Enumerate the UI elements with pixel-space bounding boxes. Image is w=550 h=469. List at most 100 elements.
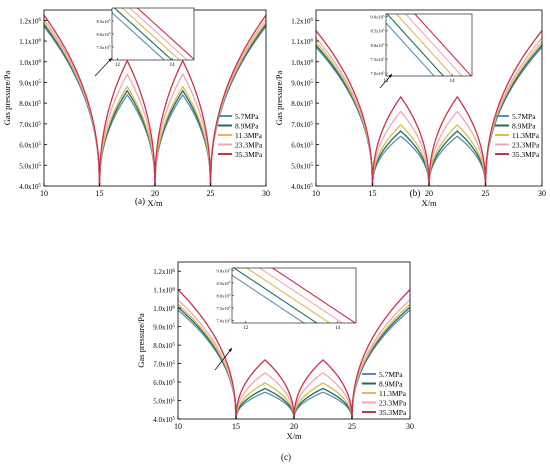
x-tick-label: 15 (232, 422, 240, 431)
y-tick-label: 4.0x105 (19, 183, 41, 191)
inset-series-line-23.3MPa (128, 8, 188, 60)
y-tick-label-exponent: 5 (173, 417, 176, 422)
y-tick-label: 6.0x105 (153, 379, 175, 387)
y-tick-label-mantissa: 7.0x10 (291, 121, 311, 129)
y-tick-label-mantissa: 1.2x10 (291, 17, 311, 25)
y-tick-label-exponent: 5 (311, 121, 314, 126)
inset-y-tick-label: 7.5x105 (217, 305, 231, 311)
y-tick-label: 5.0x105 (291, 162, 313, 170)
x-tick-label: 10 (312, 189, 320, 198)
y-tick-label-exponent: 6 (39, 18, 42, 23)
y-tick-label-exponent: 6 (311, 59, 314, 64)
legend-label: 11.3MPa (235, 131, 263, 140)
y-tick-label-exponent: 5 (39, 142, 42, 147)
y-tick-label-exponent: 6 (39, 39, 42, 44)
inset-y-tick-label: 8.0x105 (97, 31, 111, 37)
y-tick-label-mantissa: 5.0x10 (153, 398, 173, 406)
y-tick-label-mantissa: 1.1x10 (153, 287, 173, 295)
y-tick-label-exponent: 6 (39, 59, 42, 64)
y-tick-label-mantissa: 4.0x10 (291, 183, 311, 191)
y-tick-label-mantissa: 6.0x10 (291, 142, 311, 150)
legend-label: 8.9MPa (512, 122, 536, 131)
y-tick-label-exponent: 5 (39, 163, 42, 168)
inset-y-tick-label: 7.5x105 (97, 44, 111, 50)
inset-y-tick-label-mantissa: 9.0x10 (371, 15, 384, 20)
y-tick-label-exponent: 5 (39, 101, 42, 106)
inset-y-tick-label-mantissa: 8.5x10 (217, 281, 230, 286)
y-tick-label-mantissa: 9.0x10 (19, 79, 39, 87)
x-axis-label: X/m (147, 198, 163, 208)
inset-series-line-23.3MPa (404, 14, 463, 76)
inset-series-line-5.7MPa (386, 22, 435, 76)
inset-y-tick-label-mantissa: 8.0x10 (217, 293, 230, 298)
inset-pointer-line (214, 347, 233, 371)
y-tick-label: 1.2x106 (153, 268, 175, 276)
inset-y-tick-label: 9.0x105 (371, 14, 385, 20)
inset-y-tick-label: 8.5x105 (217, 280, 231, 286)
inset-y-tick-label-exponent: 5 (109, 18, 111, 22)
y-tick-label-mantissa: 7.0x10 (153, 361, 173, 369)
inset-y-tick-label-exponent: 5 (229, 305, 231, 309)
legend-label: 5.7MPa (379, 370, 403, 379)
y-tick-label: 1.2x106 (19, 17, 41, 25)
inset-y-tick-label-mantissa: 9.0x10 (217, 268, 230, 273)
x-axis-label: X/m (286, 431, 302, 441)
y-tick-label-exponent: 5 (311, 142, 314, 147)
legend-label: 5.7MPa (235, 112, 259, 121)
y-tick-label-exponent: 5 (173, 324, 176, 329)
inset-lines (386, 14, 472, 76)
y-tick-label-mantissa: 7.0x10 (19, 121, 39, 129)
y-tick-label: 1.2x106 (291, 17, 313, 25)
inset-pointer-line (94, 57, 113, 77)
y-tick-label-exponent: 6 (311, 39, 314, 44)
y-tick-label-mantissa: 1.1x10 (291, 38, 311, 46)
y-tick-label-exponent: 5 (311, 184, 314, 189)
inset-y-tick-label-exponent: 5 (109, 31, 111, 35)
inset-y-tick-label-exponent: 5 (229, 268, 231, 272)
y-tick-label-exponent: 6 (311, 18, 314, 23)
inset-y-tick-label-mantissa: 7.5x10 (217, 306, 230, 311)
x-tick-label: 25 (348, 422, 356, 431)
legend-label: 11.3MPa (379, 389, 407, 398)
y-tick-label-mantissa: 6.0x10 (153, 379, 173, 387)
inset-y-tick-label-exponent: 5 (229, 280, 231, 284)
inset-x-tick-label: 12 (115, 63, 121, 68)
legend-label: 35.3MPa (512, 150, 540, 159)
y-tick-label-mantissa: 1.0x10 (291, 59, 311, 67)
y-tick-label: 6.0x105 (291, 142, 313, 150)
inset-y-tick-label-exponent: 5 (229, 293, 231, 297)
inset-y-tick-label-exponent: 5 (109, 44, 111, 48)
inset-y-tick-label-exponent: 5 (383, 42, 385, 46)
panel-label: (a) (135, 196, 145, 206)
y-tick-label: 6.0x105 (19, 142, 41, 150)
y-tick-label-exponent: 6 (173, 269, 176, 274)
x-tick-label: 15 (369, 189, 377, 198)
y-tick-label-exponent: 5 (173, 398, 176, 403)
x-tick-label: 25 (482, 189, 490, 198)
inset-y-tick-label-mantissa: 8.5x10 (97, 19, 110, 24)
y-axis-label: Gas pressure/Pa (2, 71, 12, 126)
y-tick-label-mantissa: 1.2x10 (153, 268, 173, 276)
x-tick-label: 30 (262, 189, 270, 198)
inset-x-tick-label: 14 (170, 63, 176, 68)
inset-background (386, 14, 472, 76)
y-tick-label: 1.0x106 (291, 59, 313, 67)
inset-series-line-23.3MPa (258, 268, 344, 323)
y-tick-label: 8.0x105 (153, 342, 175, 350)
y-tick-label-exponent: 5 (311, 101, 314, 106)
inset-y-tick-label-mantissa: 8.5x10 (371, 29, 384, 34)
x-tick-label: 15 (96, 189, 104, 198)
chart-panel-1: 10 15 20 25 304.0x1055.0x1056.0x1057.0x1058.… (2, 7, 270, 208)
inset-series-line-8.9MPa (386, 14, 445, 76)
inset-background (112, 8, 194, 60)
y-tick-label-exponent: 5 (173, 361, 176, 366)
y-tick-label: 1.1x106 (19, 38, 41, 46)
y-tick-label-exponent: 6 (173, 287, 176, 292)
chart-panel-2: 10 15 20 25 304.0x1055.0x1056.0x1057.0x1058.… (274, 9, 546, 208)
inset-y-tick-label-mantissa: 7.5x10 (371, 57, 384, 62)
y-tick-label: 4.0x105 (153, 416, 175, 424)
